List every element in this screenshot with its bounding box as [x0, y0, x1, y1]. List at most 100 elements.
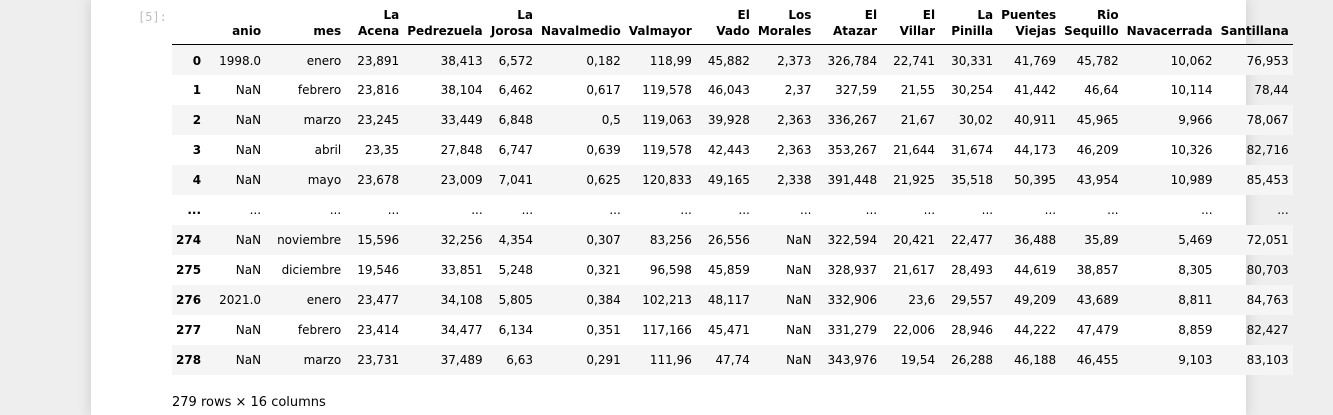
row-index: 276: [176, 292, 202, 307]
table-cell: 78,067: [1246, 112, 1289, 127]
table-cell: 36,488: [1014, 232, 1057, 247]
table-cell: 0,5: [601, 112, 621, 127]
table-cell: 49,209: [1014, 292, 1057, 307]
table-cell: 6,747: [498, 142, 534, 157]
dataframe-table: anio mes La Acena Pedrezuela La Jorosa Navalmed…: [172, 0, 1293, 375]
table-cell: 46,455: [1076, 352, 1119, 367]
table-cell: NaN: [786, 232, 812, 247]
table-cell: 8,305: [1178, 262, 1213, 277]
row-index: 275: [176, 262, 202, 277]
table-row: 274 NaN noviembre 15,596 32,256 4,354 0,307 83,…: [172, 224, 1293, 255]
table-cell: 2,363: [777, 142, 812, 157]
table-cell: NaN: [786, 292, 812, 307]
table-cell: 27,848: [440, 142, 483, 157]
table-cell: NaN: [786, 262, 812, 277]
table-cell: marzo: [303, 352, 342, 367]
table-cell: 322,594: [827, 232, 878, 247]
index-header: [172, 0, 208, 45]
column-header-line: Santillana: [1220, 24, 1289, 38]
table-cell: 10,989: [1170, 172, 1213, 187]
table-cell: 23,731: [357, 352, 400, 367]
column-header-line: Pinilla: [951, 24, 994, 38]
column-header: El Vado: [695, 0, 754, 45]
table-cell: NaN: [786, 322, 812, 337]
column-header-line: anio: [232, 24, 262, 38]
table-cell: 23,009: [440, 172, 483, 187]
column-header: anio: [207, 0, 266, 45]
column-header-line: Navalmedio: [541, 24, 621, 38]
column-header: La Pinilla: [939, 0, 998, 45]
table-cell: 117,166: [642, 322, 692, 337]
column-header-line: Morales: [757, 24, 812, 38]
column-header: La Jorosa: [486, 0, 538, 45]
table-cell: ...: [865, 202, 878, 217]
table-cell: 9,966: [1178, 112, 1213, 127]
table-cell: ...: [738, 202, 750, 217]
table-footer: 279 rows × 16 columns: [172, 395, 326, 410]
table-cell: 23,414: [357, 322, 400, 337]
table-cell: 20,421: [893, 232, 936, 247]
table-cell: ...: [329, 202, 342, 217]
table-cell: 5,248: [498, 262, 534, 277]
table-cell: NaN: [786, 352, 812, 367]
table-cell: enero: [306, 292, 342, 307]
table-cell: 50,395: [1014, 172, 1057, 187]
table-cell: NaN: [235, 142, 262, 157]
column-header-line: Villar: [899, 24, 936, 38]
table-cell: 6,848: [498, 112, 534, 127]
table-row: ........................................…: [172, 195, 1293, 225]
table-cell: 331,279: [827, 322, 878, 337]
table-cell: 41,442: [1014, 82, 1057, 97]
table-cell: 45,882: [707, 54, 750, 69]
table-row: 0 1998.0 enero 23,891 38,413 6,572 0,182 118,99…: [172, 44, 1293, 75]
table-cell: 326,784: [827, 54, 878, 69]
table-cell: 30,254: [951, 82, 994, 97]
table-cell: ...: [471, 202, 483, 217]
table-cell: ...: [923, 202, 936, 217]
row-index: 2: [192, 112, 202, 127]
table-cell: 47,479: [1076, 322, 1119, 337]
table-cell: 5,469: [1178, 232, 1213, 247]
column-header: mes: [265, 0, 346, 45]
table-cell: 30,331: [951, 54, 994, 69]
table-cell: 15,596: [357, 232, 400, 247]
table-cell: 8,859: [1178, 322, 1213, 337]
table-cell: 2,37: [784, 82, 812, 97]
column-header-line: Jorosa: [490, 24, 534, 38]
table-row: 1 NaN febrero 23,816 38,104 6,462 0,617 119,578…: [172, 75, 1293, 105]
table-cell: 45,471: [707, 322, 750, 337]
table-cell: diciembre: [281, 262, 342, 277]
table-cell: febrero: [297, 322, 342, 337]
table-cell: ...: [1277, 202, 1289, 217]
table-cell: ...: [609, 202, 621, 217]
column-header-line: El: [922, 8, 936, 22]
table-cell: 23,891: [357, 54, 400, 69]
table-cell: 2,373: [777, 54, 812, 69]
table-cell: 45,859: [707, 262, 750, 277]
table-cell: 0,307: [586, 232, 621, 247]
table-cell: 49,165: [707, 172, 750, 187]
table-cell: 43,689: [1076, 292, 1119, 307]
table-cell: 10,062: [1170, 54, 1213, 69]
table-cell: 0,182: [586, 54, 621, 69]
column-header-line: Acena: [358, 24, 400, 38]
table-cell: 0,291: [586, 352, 621, 367]
column-header-line: La: [517, 8, 534, 22]
column-header-line: Navacerrada: [1126, 24, 1213, 38]
table-cell: 21,644: [893, 142, 936, 157]
table-cell: 38,413: [440, 54, 483, 69]
column-header: Pedrezuela: [403, 0, 487, 45]
table-cell: 21,925: [893, 172, 936, 187]
table-cell: 23,245: [357, 112, 400, 127]
table-cell: 336,267: [827, 112, 878, 127]
table-cell: 34,477: [440, 322, 483, 337]
table-cell: 19,546: [357, 262, 400, 277]
table-cell: 26,556: [707, 232, 750, 247]
table-cell: 0,351: [586, 322, 621, 337]
table-cell: 327,59: [835, 82, 878, 97]
table-cell: 21,67: [900, 112, 936, 127]
table-cell: 23,678: [357, 172, 400, 187]
table-cell: 44,173: [1014, 142, 1057, 157]
table-cell: NaN: [235, 322, 262, 337]
table-cell: 28,493: [951, 262, 994, 277]
